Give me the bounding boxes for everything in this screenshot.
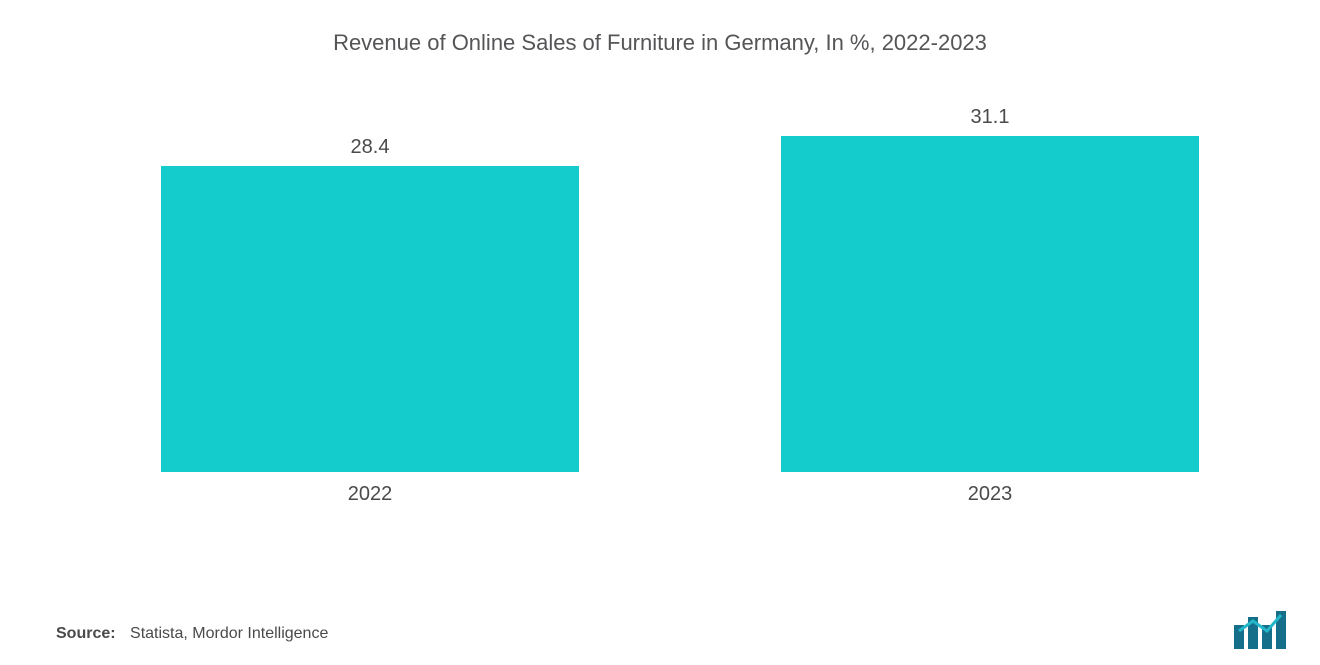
bar xyxy=(780,135,1200,473)
bar-group: 31.1 2023 xyxy=(780,106,1200,506)
bar-category-label: 2022 xyxy=(160,483,580,506)
bar-group: 28.4 2022 xyxy=(160,136,580,506)
bar-value-label: 31.1 xyxy=(780,106,1200,129)
chart-title: Revenue of Online Sales of Furniture in … xyxy=(50,30,1270,56)
bar-value-label: 28.4 xyxy=(160,136,580,159)
source-label: Source: xyxy=(56,625,116,642)
bar-category-label: 2023 xyxy=(780,483,1200,506)
plot-area: 28.4 2022 31.1 2023 xyxy=(100,66,1220,546)
source-line: Source: Statista, Mordor Intelligence xyxy=(56,625,328,643)
chart-container: Revenue of Online Sales of Furniture in … xyxy=(0,0,1320,665)
mordor-logo-icon xyxy=(1234,611,1292,649)
bar xyxy=(160,165,580,473)
source-text: Statista, Mordor Intelligence xyxy=(130,625,328,642)
